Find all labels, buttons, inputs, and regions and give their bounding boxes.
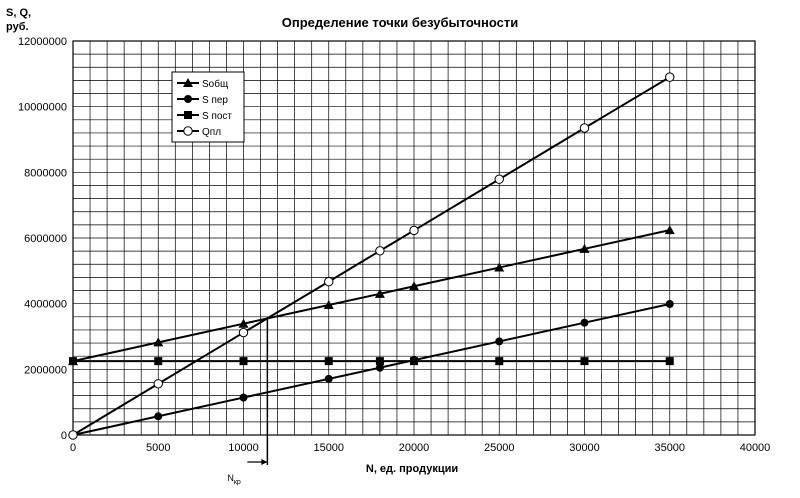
data-point (409, 225, 419, 236)
legend-item: Qпл (177, 126, 221, 138)
breakeven-label: Nкр (227, 473, 241, 486)
data-point (324, 357, 333, 366)
data-point (665, 72, 675, 82)
data-point (665, 299, 674, 308)
data-point (375, 363, 384, 372)
x-tick-label: 0 (70, 442, 76, 454)
legend-label: Qпл (202, 127, 221, 138)
legend-item: Sобщ (177, 78, 228, 90)
legend-label: S пер (202, 95, 228, 106)
data-point (324, 374, 333, 383)
plot-frame (72, 40, 756, 436)
y-axis-label-line-2: руб. (6, 21, 29, 33)
breakeven-arrow-head (261, 459, 268, 465)
data-point (580, 318, 589, 327)
y-axis-label-line-1: S, Q, (6, 7, 31, 19)
series-line (72, 229, 670, 363)
data-point (410, 357, 418, 366)
legend-label: S пост (202, 111, 232, 122)
x-tick-label: 40000 (740, 442, 771, 454)
legend-marker (183, 78, 193, 87)
data-point (494, 174, 504, 184)
legend: Sобщ S пер S пост Qпл (171, 71, 245, 143)
data-point (154, 357, 163, 366)
series-layer (68, 72, 675, 440)
series-3 (69, 357, 674, 366)
legend-label: Sобщ (202, 78, 228, 90)
y-tick-label: 8000000 (24, 167, 67, 179)
data-point (409, 281, 419, 291)
x-tick-label: 20000 (399, 442, 430, 454)
data-point (239, 357, 248, 366)
data-point (579, 123, 590, 133)
legend-item: S пер (177, 95, 228, 106)
x-tick-label: 25000 (484, 442, 515, 454)
breakeven-marker: Nкр (227, 318, 269, 486)
y-tick-label: 10000000 (18, 102, 67, 114)
x-axis-label: N, ед. продукции (366, 463, 458, 475)
legend-item: S пост (177, 111, 232, 122)
data-point (68, 430, 78, 440)
series-4 (68, 72, 675, 440)
y-tick-label: 0 (61, 430, 67, 442)
data-point (665, 357, 674, 366)
y-tick-label: 4000000 (24, 299, 67, 311)
data-point (238, 327, 249, 338)
data-point (375, 246, 385, 256)
x-tick-label: 15000 (313, 442, 344, 454)
data-point (153, 379, 163, 389)
legend-marker (184, 111, 192, 119)
data-point (374, 288, 385, 298)
x-tick-label: 30000 (569, 442, 600, 454)
y-tick-label: 12000000 (18, 36, 67, 48)
breakeven-label-main: N (227, 473, 234, 483)
legend-marker (184, 95, 192, 103)
data-point (375, 357, 384, 366)
legend-marker (183, 126, 193, 136)
axes (72, 40, 756, 436)
data-point (324, 276, 334, 287)
x-tick-label: 35000 (654, 442, 685, 454)
chart-title: Определение точки безубыточности (282, 15, 518, 30)
data-point (153, 337, 164, 347)
data-point (664, 225, 675, 235)
data-point (239, 393, 248, 402)
series-1 (68, 225, 675, 366)
data-point (579, 243, 590, 253)
series-line (72, 76, 671, 436)
data-point (495, 357, 504, 366)
tick-labels: 0 5000 10000 15000 20000 25000 30000 35000 40000… (18, 36, 770, 454)
y-tick-label: 2000000 (24, 364, 67, 376)
data-point (580, 357, 589, 366)
data-point (495, 337, 504, 346)
grid (72, 40, 756, 436)
y-tick-label: 6000000 (24, 233, 67, 245)
x-tick-label: 5000 (146, 442, 170, 454)
x-tick-label: 10000 (228, 442, 259, 454)
data-point (494, 262, 505, 272)
data-point (154, 412, 163, 421)
data-point (69, 357, 77, 366)
data-point (323, 299, 334, 309)
data-point (238, 318, 249, 328)
breakeven-label-sub: кр (234, 479, 241, 486)
